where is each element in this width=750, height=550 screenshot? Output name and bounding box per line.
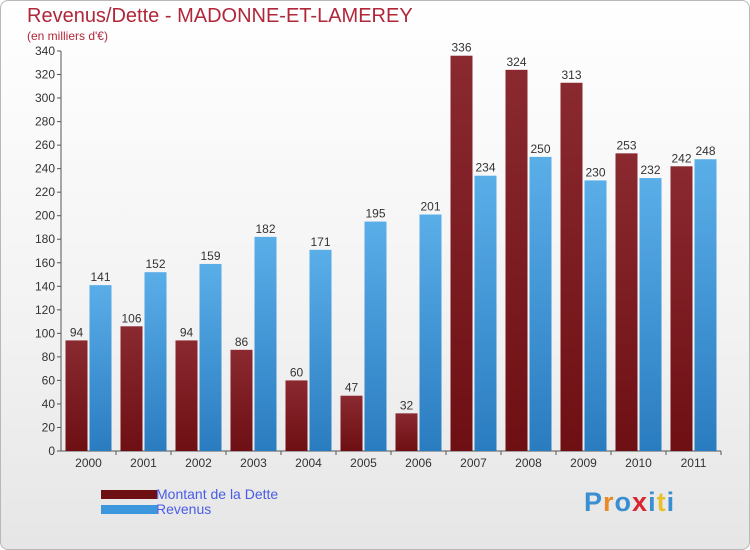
data-label-revenus: 141 — [90, 270, 110, 284]
legend-swatch-revenus — [101, 505, 157, 514]
chart-title: Revenus/Dette - MADONNE-ET-LAMEREY — [27, 5, 413, 27]
data-label-dette: 313 — [561, 68, 581, 82]
bar-revenus — [694, 159, 717, 451]
data-label-revenus: 232 — [640, 163, 660, 177]
x-tick-label: 2005 — [350, 456, 377, 470]
bar-revenus — [474, 175, 497, 452]
y-tick-label: 260 — [35, 138, 55, 152]
logo-letter: x — [632, 487, 649, 517]
bar-revenus — [309, 249, 332, 451]
x-tick-label: 2011 — [681, 456, 707, 470]
y-tick-label: 100 — [35, 326, 55, 340]
bar-revenus — [144, 272, 167, 451]
data-label-dette: 324 — [506, 55, 526, 69]
data-label-dette: 242 — [671, 151, 691, 165]
bar-dette — [285, 380, 308, 451]
bar-revenus — [529, 156, 552, 451]
data-label-dette: 336 — [451, 41, 471, 55]
y-tick-label: 120 — [35, 303, 55, 317]
y-tick-label: 200 — [35, 209, 55, 223]
y-tick-label: 160 — [35, 256, 55, 270]
y-tick-label: 140 — [35, 279, 55, 293]
logo-letter: t — [656, 487, 667, 517]
bar-revenus — [89, 285, 112, 451]
bar-revenus — [199, 263, 222, 451]
x-tick-label: 2003 — [240, 456, 267, 470]
x-tick-label: 2007 — [460, 456, 487, 470]
data-label-dette: 253 — [616, 138, 636, 152]
y-tick-label: 0 — [48, 444, 55, 458]
data-label-revenus: 171 — [310, 235, 330, 249]
data-label-revenus: 248 — [695, 144, 715, 158]
logo-letter: i — [666, 487, 676, 517]
data-label-dette: 86 — [235, 335, 249, 349]
data-label-revenus: 182 — [255, 222, 275, 236]
bar-dette — [175, 340, 198, 451]
data-label-dette: 32 — [400, 398, 414, 412]
legend-swatch-dette — [101, 490, 157, 499]
proxiti-logo: Proxiti — [584, 487, 675, 518]
bar-dette — [230, 349, 253, 451]
bar-dette — [340, 395, 363, 451]
x-tick-label: 2006 — [405, 456, 432, 470]
data-label-revenus: 195 — [365, 207, 385, 221]
logo-letter: i — [648, 487, 657, 517]
y-tick-label: 300 — [35, 91, 55, 105]
y-tick-label: 340 — [35, 44, 55, 58]
bar-dette — [615, 153, 638, 451]
bar-dette — [395, 413, 418, 451]
bar-revenus — [584, 180, 607, 452]
bar-dette — [450, 55, 473, 452]
x-tick-label: 2000 — [75, 456, 102, 470]
bar-dette — [560, 82, 583, 451]
y-tick-label: 80 — [42, 350, 56, 364]
data-label-revenus: 250 — [530, 142, 550, 156]
chart-subtitle: (en milliers d'€) — [27, 29, 108, 43]
y-tick-label: 180 — [35, 232, 55, 246]
x-tick-label: 2010 — [625, 456, 652, 470]
data-label-dette: 94 — [70, 325, 84, 339]
bar-revenus — [419, 214, 442, 451]
logo-letter: P — [584, 487, 604, 517]
data-label-dette: 60 — [290, 365, 304, 379]
data-label-revenus: 234 — [475, 161, 495, 175]
bar-revenus — [364, 221, 387, 451]
y-tick-label: 40 — [42, 397, 56, 411]
y-tick-label: 240 — [35, 162, 55, 176]
data-label-revenus: 201 — [420, 200, 440, 214]
legend-label-dette: Montant de la Dette — [156, 486, 279, 502]
x-tick-label: 2001 — [130, 456, 157, 470]
bar-revenus — [254, 236, 277, 451]
x-tick-label: 2009 — [570, 456, 597, 470]
bar-dette — [505, 69, 528, 451]
bar-dette — [65, 340, 88, 451]
logo-letter: r — [603, 487, 615, 517]
y-tick-label: 60 — [42, 373, 56, 387]
bar-revenus — [639, 178, 662, 451]
x-tick-label: 2002 — [185, 456, 212, 470]
data-label-dette: 106 — [121, 311, 141, 325]
legend-label-revenus: Revenus — [156, 501, 212, 517]
data-label-revenus: 159 — [200, 249, 220, 263]
x-tick-label: 2004 — [295, 456, 322, 470]
y-tick-label: 20 — [42, 420, 56, 434]
logo-letter: o — [614, 487, 633, 517]
data-label-dette: 47 — [345, 381, 359, 395]
data-label-revenus: 230 — [585, 165, 605, 179]
data-label-dette: 94 — [180, 325, 194, 339]
bar-dette — [670, 166, 693, 451]
data-label-revenus: 152 — [145, 257, 165, 271]
y-tick-label: 220 — [35, 185, 55, 199]
x-tick-label: 2008 — [515, 456, 542, 470]
bar-dette — [120, 326, 143, 451]
y-tick-label: 320 — [35, 68, 55, 82]
y-tick-label: 280 — [35, 115, 55, 129]
